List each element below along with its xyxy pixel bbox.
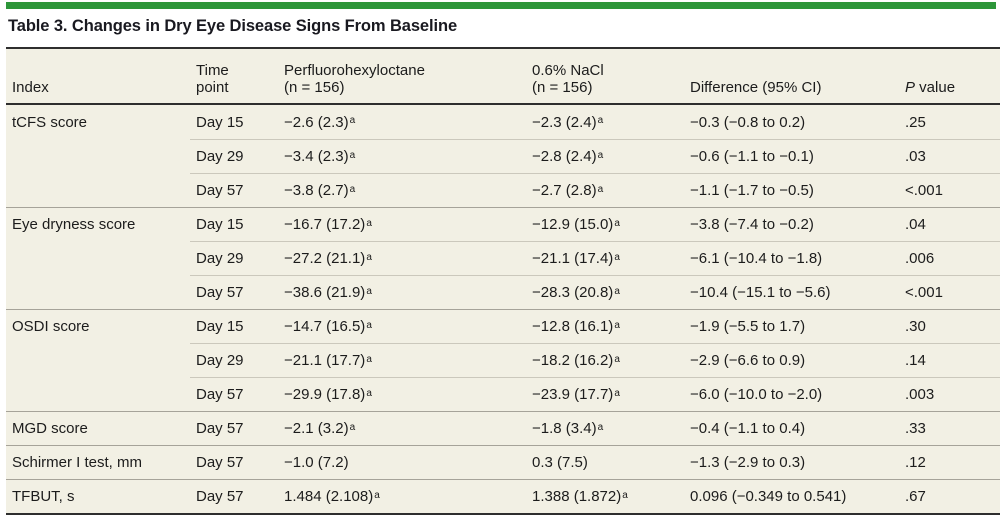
column-header-timepoint: Time point bbox=[196, 62, 229, 96]
row-nacl-value: 0.3 (7.5) bbox=[526, 445, 684, 479]
row-timepoint: Day 57 bbox=[190, 275, 278, 309]
row-nacl-value: −23.9 (17.7) a bbox=[526, 377, 684, 411]
table-title: Table 3. Changes in Dry Eye Disease Sign… bbox=[8, 17, 458, 35]
row-timepoint: Day 15 bbox=[190, 309, 278, 343]
row-pfho-value: −21.1 (17.7) a bbox=[278, 343, 526, 377]
row-pvalue: .30 bbox=[899, 309, 1000, 343]
row-timepoint: Day 57 bbox=[190, 479, 278, 513]
row-timepoint: Day 15 bbox=[190, 207, 278, 241]
row-index-label: OSDI score bbox=[6, 309, 190, 343]
row-pvalue: <.001 bbox=[899, 275, 1000, 309]
row-pvalue: .25 bbox=[905, 113, 926, 131]
row-timepoint: Day 29 bbox=[190, 241, 278, 275]
column-header-pvalue: P value bbox=[905, 79, 956, 96]
table-row: Day 29 −21.1 (17.7) a −18.2 (16.2) a −2.9 … bbox=[6, 343, 1000, 377]
row-nacl-value: −21.1 (17.4) a bbox=[526, 241, 684, 275]
row-pvalue: .12 bbox=[899, 445, 1000, 479]
row-pfho-value: −16.7 (17.2) a bbox=[278, 207, 526, 241]
row-pfho-value: −38.6 (21.9) a bbox=[278, 275, 526, 309]
row-index-label: tCFS score bbox=[12, 113, 88, 131]
row-index-label bbox=[6, 139, 190, 173]
row-difference-value: −10.4 (−15.1 to −5.6) bbox=[684, 275, 899, 309]
row-index-label bbox=[6, 173, 190, 207]
row-difference-value: −0.4 (−1.1 to 0.4) bbox=[684, 411, 899, 445]
row-pfho-value: −2.6 (2.3) a bbox=[284, 113, 356, 131]
row-pvalue: .04 bbox=[899, 207, 1000, 241]
row-difference-value: −1.3 (−2.9 to 0.3) bbox=[684, 445, 899, 479]
row-nacl-value: −28.3 (20.8) a bbox=[526, 275, 684, 309]
row-difference-value: −6.0 (−10.0 to −2.0) bbox=[684, 377, 899, 411]
row-nacl-value: −2.3 (2.4) a bbox=[532, 113, 604, 131]
table-row: TFBUT, s Day 57 1.484 (2.108) a 1.388 (1.… bbox=[6, 479, 1000, 513]
table-row: Day 57 −38.6 (21.9) a −28.3 (20.8) a −10.4… bbox=[6, 275, 1000, 309]
row-difference-value: −3.8 (−7.4 to −0.2) bbox=[684, 207, 899, 241]
row-pfho-value: −3.4 (2.3) a bbox=[278, 139, 526, 173]
row-timepoint: Day 57 bbox=[190, 411, 278, 445]
row-pvalue: <.001 bbox=[899, 173, 1000, 207]
row-index-label: Schirmer I test, mm bbox=[6, 445, 190, 479]
row-index-label: MGD score bbox=[6, 411, 190, 445]
row-index-label bbox=[6, 343, 190, 377]
row-timepoint: Day 15 bbox=[196, 113, 244, 131]
column-header-difference: Difference (95% CI) bbox=[690, 79, 822, 96]
row-difference-value: 0.096 (−0.349 to 0.541) bbox=[684, 479, 899, 513]
row-pvalue: .14 bbox=[899, 343, 1000, 377]
row-timepoint: Day 29 bbox=[190, 343, 278, 377]
table-row: Day 57 −29.9 (17.8) a −23.9 (17.7) a −6.0 … bbox=[6, 377, 1000, 411]
row-pvalue: .03 bbox=[899, 139, 1000, 173]
table-row: Day 29 −27.2 (21.1) a −21.1 (17.4) a −6.1 … bbox=[6, 241, 1000, 275]
row-nacl-value: −12.9 (15.0) a bbox=[526, 207, 684, 241]
row-nacl-value: −12.8 (16.1) a bbox=[526, 309, 684, 343]
row-index-label: TFBUT, s bbox=[6, 479, 190, 513]
row-nacl-value: 1.388 (1.872) a bbox=[526, 479, 684, 513]
row-index-label bbox=[6, 275, 190, 309]
row-timepoint: Day 29 bbox=[190, 139, 278, 173]
row-nacl-value: −2.8 (2.4) a bbox=[526, 139, 684, 173]
row-pfho-value: −29.9 (17.8) a bbox=[278, 377, 526, 411]
column-header-perfluorohexyloctane: Perfluorohexyloctane (n = 156) bbox=[284, 62, 425, 96]
row-difference-value: −0.3 (−0.8 to 0.2) bbox=[690, 113, 806, 131]
table-row: Day 29 −3.4 (2.3) a −2.8 (2.4) a −0.6 (−1.… bbox=[6, 139, 1000, 173]
row-pfho-value: −27.2 (21.1) a bbox=[278, 241, 526, 275]
row-nacl-value: −18.2 (16.2) a bbox=[526, 343, 684, 377]
row-index-label: Eye dryness score bbox=[6, 207, 190, 241]
row-timepoint: Day 57 bbox=[190, 445, 278, 479]
table-row: Eye dryness score Day 15 −16.7 (17.2) a −… bbox=[6, 207, 1000, 241]
column-header-index: Index bbox=[12, 79, 49, 96]
row-pvalue: .67 bbox=[899, 479, 1000, 513]
row-nacl-value: −1.8 (3.4) a bbox=[526, 411, 684, 445]
row-pfho-value: −3.8 (2.7) a bbox=[278, 173, 526, 207]
row-index-label bbox=[6, 377, 190, 411]
row-index-label bbox=[6, 241, 190, 275]
table-row: MGD score Day 57 −2.1 (3.2) a −1.8 (3.4) a… bbox=[6, 411, 1000, 445]
row-difference-value: −6.1 (−10.4 to −1.8) bbox=[684, 241, 899, 275]
table-row: Schirmer I test, mm Day 57 −1.0 (7.2) 0.… bbox=[6, 445, 1000, 479]
table-row: tCFS score Day 15 −2.6 (2.3) a −2.3 (2.4)… bbox=[6, 105, 1000, 139]
row-pfho-value: −2.1 (3.2) a bbox=[278, 411, 526, 445]
accent-top-bar bbox=[6, 2, 996, 9]
data-table: Index Time point Perfluorohexyloctane (n… bbox=[6, 47, 1000, 515]
row-difference-value: −2.9 (−6.6 to 0.9) bbox=[684, 343, 899, 377]
row-pvalue: .003 bbox=[899, 377, 1000, 411]
row-pfho-value: −14.7 (16.5) a bbox=[278, 309, 526, 343]
table-row: OSDI score Day 15 −14.7 (16.5) a −12.8 (1… bbox=[6, 309, 1000, 343]
table-header-row: Index Time point Perfluorohexyloctane (n… bbox=[6, 49, 1000, 105]
table-row: Day 57 −3.8 (2.7) a −2.7 (2.8) a −1.1 (−1.… bbox=[6, 173, 1000, 207]
row-nacl-value: −2.7 (2.8) a bbox=[526, 173, 684, 207]
row-difference-value: −0.6 (−1.1 to −0.1) bbox=[684, 139, 899, 173]
row-pvalue: .006 bbox=[899, 241, 1000, 275]
column-header-nacl: 0.6% NaCl (n = 156) bbox=[532, 62, 604, 96]
row-pvalue: .33 bbox=[899, 411, 1000, 445]
row-pfho-value: 1.484 (2.108) a bbox=[278, 479, 526, 513]
row-timepoint: Day 57 bbox=[190, 377, 278, 411]
row-difference-value: −1.9 (−5.5 to 1.7) bbox=[684, 309, 899, 343]
row-timepoint: Day 57 bbox=[190, 173, 278, 207]
row-pfho-value: −1.0 (7.2) bbox=[278, 445, 526, 479]
row-difference-value: −1.1 (−1.7 to −0.5) bbox=[684, 173, 899, 207]
